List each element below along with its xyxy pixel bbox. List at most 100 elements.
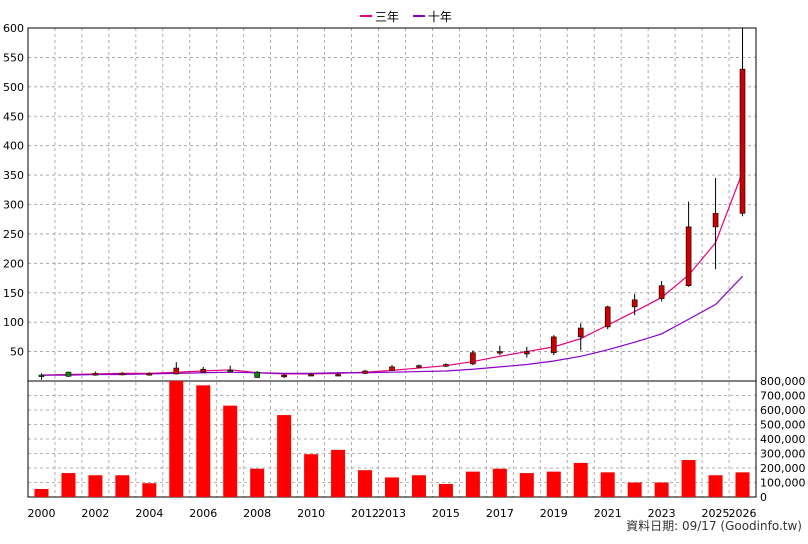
- candle-body: [254, 371, 260, 378]
- price-tick-label: 50: [10, 346, 24, 359]
- price-tick-label: 250: [3, 228, 24, 241]
- candle-body: [739, 68, 746, 214]
- volume-bar: [88, 475, 103, 497]
- x-tick-label: 2015: [432, 507, 460, 520]
- volume-bar: [492, 468, 507, 497]
- candle-body: [200, 368, 207, 373]
- legend-label-3yr: 三年: [375, 9, 400, 24]
- x-tick-label: 2012: [351, 507, 379, 520]
- volume-tick-label: 100,000: [760, 477, 806, 490]
- candle-body: [362, 370, 368, 374]
- volume-bar: [708, 475, 723, 497]
- volume-bar: [304, 454, 319, 497]
- volume-bar: [411, 475, 426, 497]
- volume-bar: [358, 470, 373, 497]
- candle-body: [389, 366, 395, 371]
- volume-tick-label: 800,000: [760, 375, 806, 388]
- x-tick-label: 2004: [135, 507, 163, 520]
- volume-bar: [115, 475, 130, 497]
- x-tick-label: 2002: [81, 507, 109, 520]
- candle-body: [658, 285, 665, 299]
- candle-body: [119, 373, 126, 376]
- volume-bar: [385, 477, 399, 497]
- volume-bar: [546, 471, 561, 497]
- candle-body: [604, 306, 611, 328]
- volume-tick-label: 500,000: [760, 419, 806, 432]
- price-tick-label: 550: [3, 51, 24, 64]
- price-tick-label: 100: [3, 316, 24, 329]
- volume-bar: [654, 482, 669, 497]
- volume-bar: [34, 489, 49, 497]
- volume-bar: [438, 483, 453, 497]
- x-tick-label: 2017: [486, 507, 514, 520]
- candle-body: [443, 364, 449, 367]
- volume-tick-label: 300,000: [760, 448, 806, 461]
- x-tick-label: 2013: [378, 507, 406, 520]
- volume-bar: [223, 405, 238, 497]
- x-tick-label: 2023: [648, 507, 676, 520]
- candle-body: [65, 371, 72, 377]
- ma-line-10yr: [41, 275, 743, 376]
- candle-body: [685, 226, 692, 286]
- x-tick-label: 2008: [243, 507, 271, 520]
- price-tick-label: 200: [3, 257, 24, 270]
- price-tick-label: 300: [3, 199, 24, 212]
- candle-body: [173, 367, 180, 375]
- x-tick-label: 2010: [297, 507, 325, 520]
- candle-body: [416, 365, 422, 368]
- legend-swatch-10yr: [412, 15, 425, 17]
- candle-body: [92, 373, 99, 376]
- candle-body: [631, 299, 638, 308]
- candle-body: [335, 374, 341, 377]
- price-tick-label: 150: [3, 287, 24, 300]
- legend-swatch-3yr: [360, 15, 372, 17]
- legend: 三年 十年: [360, 6, 462, 25]
- x-tick-label: 2006: [189, 507, 217, 520]
- x-tick-label: 2000: [27, 507, 55, 520]
- volume-bar: [681, 460, 696, 497]
- volume-bar: [277, 415, 292, 497]
- volume-bar: [250, 468, 265, 497]
- candle-body: [308, 374, 314, 377]
- volume-tick-label: 200,000: [760, 462, 806, 475]
- volume-bar: [142, 483, 157, 497]
- candle-body: [227, 370, 234, 373]
- volume-bar: [519, 473, 534, 497]
- price-tick-label: 450: [3, 110, 24, 123]
- volume-bar: [61, 473, 76, 497]
- price-tick-label: 500: [3, 81, 24, 94]
- price-tick-label: 400: [3, 140, 24, 153]
- volume-bar: [331, 449, 346, 497]
- candle-body: [38, 374, 45, 377]
- x-tick-label: 2026: [729, 507, 757, 520]
- x-tick-label: 2019: [540, 507, 568, 520]
- volume-bar: [465, 471, 480, 497]
- volume-bar: [169, 381, 184, 497]
- candle-body: [470, 352, 476, 365]
- volume-bar: [600, 472, 615, 497]
- candle-body: [146, 373, 153, 376]
- volume-bar: [573, 462, 588, 497]
- candle-body: [281, 374, 287, 378]
- volume-tick-label: 0: [760, 491, 767, 504]
- volume-tick-label: 600,000: [760, 404, 806, 417]
- footer-note: 資料日期: 09/17 (Goodinfo.tw): [626, 519, 802, 533]
- candle-body: [550, 336, 557, 354]
- legend-item-3yr: 三年: [360, 8, 399, 25]
- x-tick-label: 2021: [594, 507, 622, 520]
- price-tick-label: 350: [3, 169, 24, 182]
- legend-label-10yr: 十年: [427, 9, 452, 24]
- volume-bar: [735, 472, 750, 497]
- candle-body: [497, 351, 503, 354]
- price-tick-label: 600: [3, 22, 24, 35]
- x-tick-label: 2025: [702, 507, 730, 520]
- candle-body: [577, 327, 584, 338]
- volume-bar: [627, 482, 642, 497]
- volume-bar: [196, 385, 211, 497]
- volume-tick-label: 700,000: [760, 390, 806, 403]
- legend-item-10yr: 十年: [412, 8, 452, 25]
- candle-body: [712, 213, 719, 228]
- volume-tick-label: 400,000: [760, 433, 806, 446]
